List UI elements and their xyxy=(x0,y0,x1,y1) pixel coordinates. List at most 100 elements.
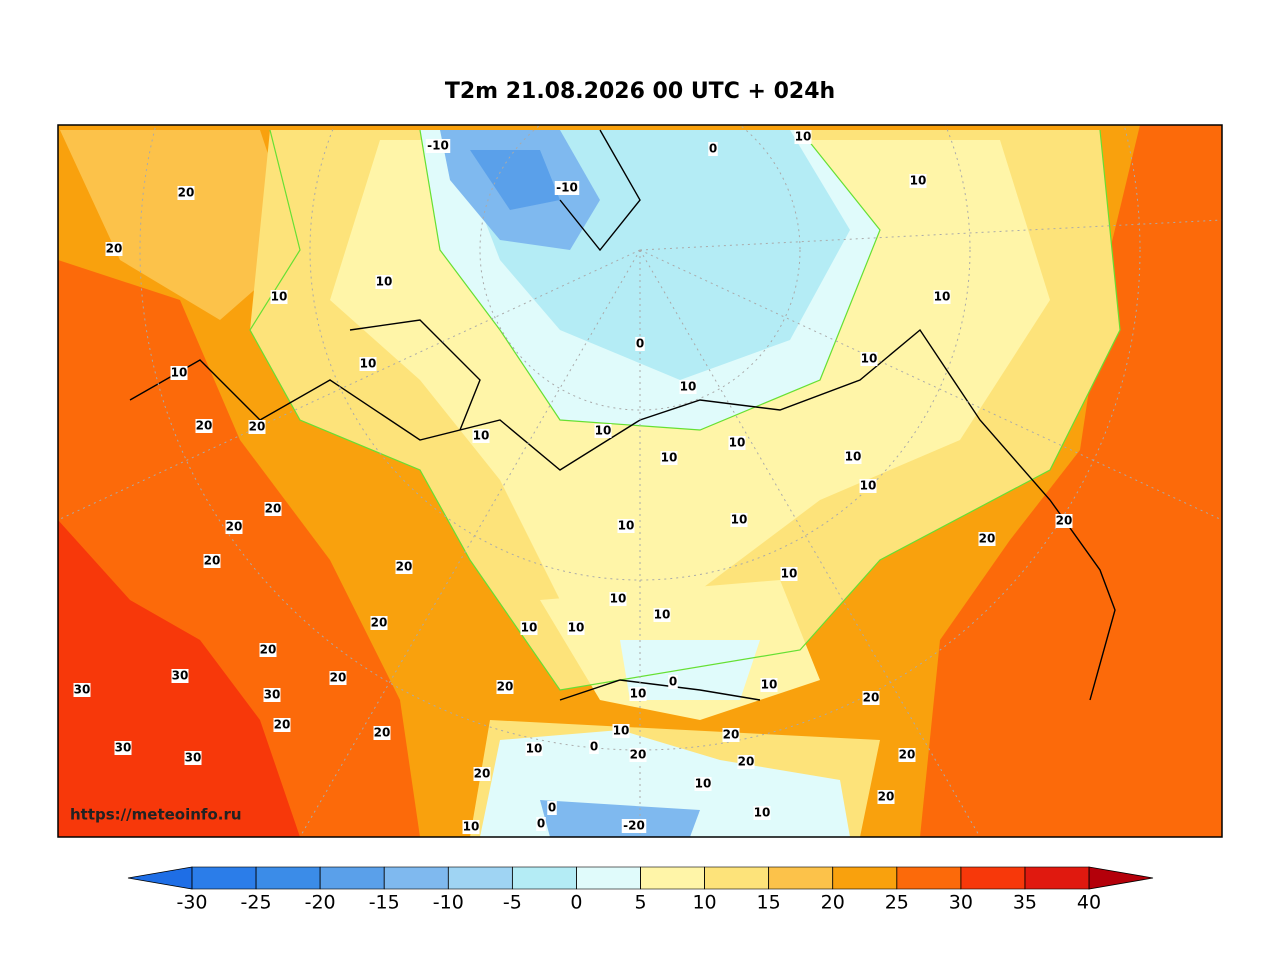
colorbar-segment xyxy=(191,866,257,890)
colorbar-segment xyxy=(255,866,321,890)
contour-label: 30 xyxy=(172,669,189,683)
colorbar-segment xyxy=(896,866,962,890)
colorbar-segment xyxy=(640,866,705,890)
colorbar-tick-label: -5 xyxy=(503,892,522,914)
contour-label-bg xyxy=(859,479,877,493)
contour-label-bg xyxy=(679,380,697,394)
contour-label-bg xyxy=(370,616,388,630)
contour-label-bg xyxy=(594,424,612,438)
contour-label: 10 xyxy=(610,592,627,606)
contour-label: 10 xyxy=(695,777,712,791)
colorbar-segment xyxy=(383,866,449,890)
colorbar-segment xyxy=(576,866,641,890)
contour-label: 20 xyxy=(106,242,123,256)
contour-label-bg xyxy=(589,740,599,754)
contour-label: 10 xyxy=(463,820,480,834)
contour-label-bg xyxy=(547,801,557,815)
colorbar-tick-label: 20 xyxy=(821,892,845,914)
contour-label: 0 xyxy=(669,675,677,689)
contour-label-bg xyxy=(105,242,123,256)
contour-label-bg xyxy=(329,671,347,685)
contour-labels: 20 20 10 10 -10 -10 0 10 10 10 0 10 10 10 10 20 20 10 10 10… xyxy=(73,130,1073,834)
contour-label: 10 xyxy=(595,424,612,438)
contour-label: -10 xyxy=(556,181,578,195)
temperature-field xyxy=(58,125,1222,837)
contour-label-bg xyxy=(617,519,635,533)
contour-label: 10 xyxy=(568,621,585,635)
colorbar-tick-label: 30 xyxy=(949,892,973,914)
contour-label-bg xyxy=(898,748,916,762)
colorbar-tick-label: 25 xyxy=(885,892,909,914)
contour-label: 20 xyxy=(396,560,413,574)
contour-label: 30 xyxy=(264,688,281,702)
contour-label: 10 xyxy=(781,567,798,581)
contour-label-bg xyxy=(722,728,740,742)
contour-label-bg xyxy=(1055,514,1073,528)
contour-label: -20 xyxy=(623,819,645,833)
colorbar-segment xyxy=(768,866,834,890)
contour-label-bg xyxy=(359,357,377,371)
colorbar-tick-label: -15 xyxy=(369,892,400,914)
contour-label: 0 xyxy=(590,740,598,754)
contour-label: 20 xyxy=(249,420,266,434)
contour-label-bg xyxy=(609,592,627,606)
contour-label: 30 xyxy=(74,683,91,697)
contour-label-bg xyxy=(708,142,718,156)
contour-label-bg xyxy=(728,436,746,450)
contour-label: 20 xyxy=(274,718,291,732)
colorbar-segment xyxy=(832,866,898,890)
contour-label-bg xyxy=(473,767,491,781)
contour-label-bg xyxy=(203,554,221,568)
contour-label-bg xyxy=(629,748,647,762)
contour-label: 0 xyxy=(548,801,556,815)
contour-label-bg xyxy=(753,806,771,820)
contour-label: 10 xyxy=(376,275,393,289)
contour-label-bg xyxy=(525,742,543,756)
contour-label-bg xyxy=(536,817,546,831)
contour-label: 10 xyxy=(521,621,538,635)
contour-label: 10 xyxy=(661,451,678,465)
contour-label-bg xyxy=(177,186,195,200)
contour-label-bg xyxy=(225,520,243,534)
contour-label: 10 xyxy=(613,724,630,738)
contour-label-bg xyxy=(496,680,514,694)
colorbar: -30 -25 -20 -15 -10 -5 0 5 10 15 20 25 30 35 40 xyxy=(127,866,1154,914)
colorbar-tick-label: 15 xyxy=(757,892,781,914)
contour-label: 10 xyxy=(360,357,377,371)
contour-label: 20 xyxy=(226,520,243,534)
contour-label-bg xyxy=(462,820,480,834)
contour-label-bg xyxy=(653,608,671,622)
contour-label: 10 xyxy=(618,519,635,533)
contour-label: 10 xyxy=(526,742,543,756)
contour-label: 10 xyxy=(754,806,771,820)
contour-label-bg xyxy=(621,819,647,833)
contour-label-bg xyxy=(909,174,927,188)
contour-label: 10 xyxy=(731,513,748,527)
contour-label-bg xyxy=(273,718,291,732)
contour-label: 20 xyxy=(723,728,740,742)
contour-label-bg xyxy=(877,790,895,804)
map-frame xyxy=(57,124,1223,838)
contour-label: 10 xyxy=(654,608,671,622)
colorbar-over xyxy=(1088,866,1154,890)
contour-label: 20 xyxy=(196,419,213,433)
contour-label-bg xyxy=(660,451,678,465)
contour-label-bg xyxy=(171,669,189,683)
title: T2m 21.08.2026 00 UTC + 024h xyxy=(445,79,835,104)
contour-label: 0 xyxy=(709,142,717,156)
contour-label: 20 xyxy=(738,755,755,769)
contour-label-bg xyxy=(635,337,645,351)
contour-label: 20 xyxy=(178,186,195,200)
contour-label-bg xyxy=(760,678,778,692)
colorbar-tick-label: -20 xyxy=(305,892,336,914)
contour-label-bg xyxy=(978,532,996,546)
contour-label-bg xyxy=(195,419,213,433)
contour-label: 10 xyxy=(795,130,812,144)
colorbar-under xyxy=(127,866,193,890)
contour-label-bg xyxy=(170,366,188,380)
colorbar-segment xyxy=(319,866,385,890)
contour-label-bg xyxy=(844,450,862,464)
colorbar-segment xyxy=(512,866,577,890)
